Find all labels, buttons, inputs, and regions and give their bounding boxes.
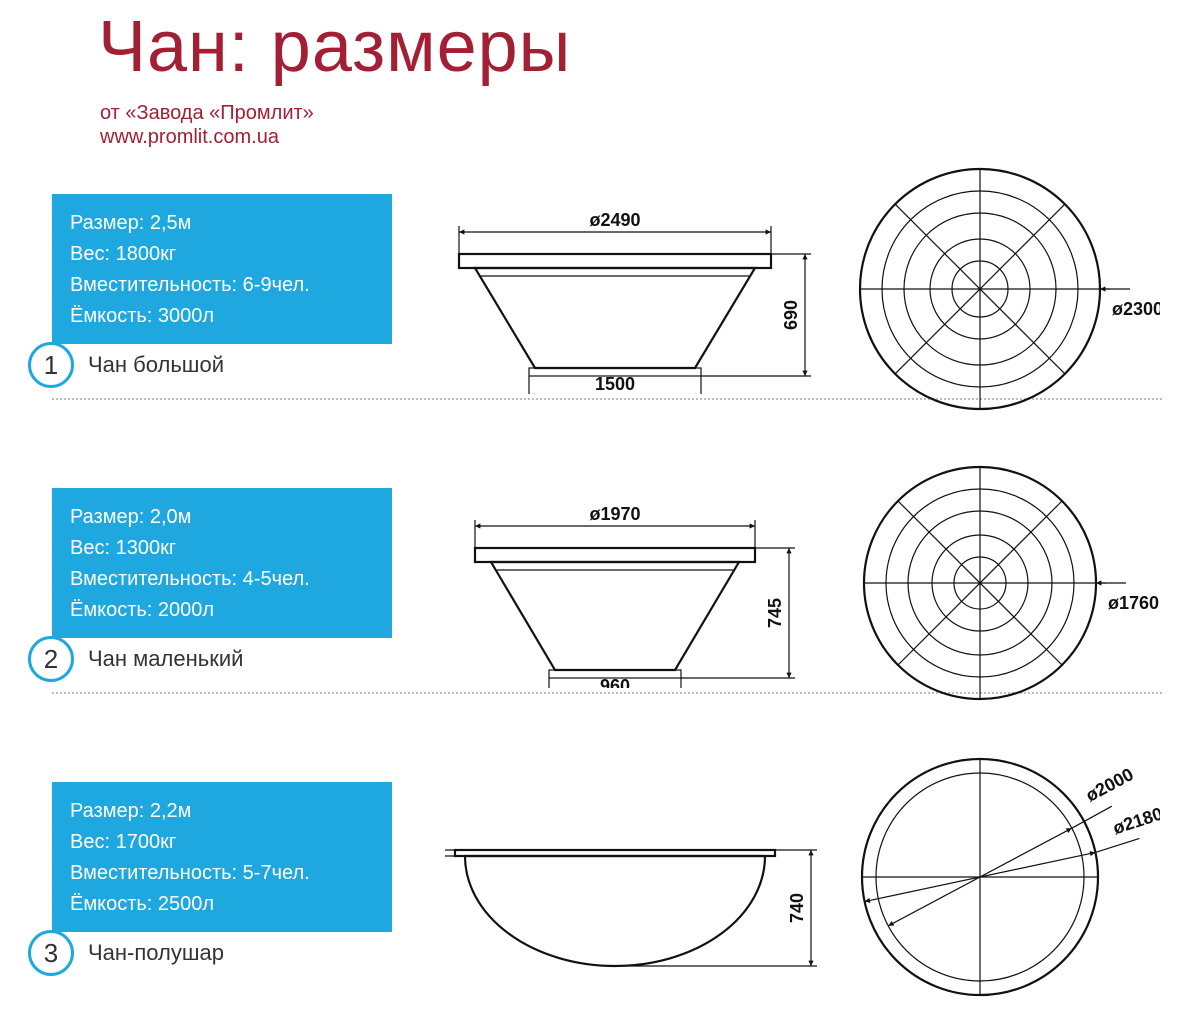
svg-text:690: 690 <box>781 300 801 330</box>
info-volume: Ёмкость: 3000л <box>70 301 374 332</box>
side-view-diagram: ø2490 1500 690 <box>445 184 825 394</box>
svg-text:1500: 1500 <box>595 374 635 394</box>
item-name: Чан большой <box>88 352 224 378</box>
svg-text:ø1760: ø1760 <box>1108 593 1159 613</box>
side-view-diagram: ø1970 960 745 <box>445 478 825 688</box>
info-size: Размер: 2,2м <box>70 796 374 827</box>
page-subtitle: от «Завода «Промлит» <box>100 100 314 126</box>
svg-text:ø2000: ø2000 <box>1082 764 1136 806</box>
info-box: Размер: 2,2мВес: 1700кгВместительность: … <box>52 782 392 932</box>
item-badge: 1 <box>28 342 74 388</box>
item-name: Чан-полушар <box>88 940 224 966</box>
side-view-diagram: 40740 <box>445 772 825 982</box>
page-title: Чан: размеры <box>98 6 571 88</box>
top-view-diagram: ø1760 <box>840 448 1160 708</box>
item-name: Чан маленький <box>88 646 243 672</box>
info-box: Размер: 2,5мВес: 1800кгВместительность: … <box>52 194 392 344</box>
svg-text:ø1970: ø1970 <box>589 504 640 524</box>
top-view-diagram: ø2300 <box>840 154 1160 414</box>
info-size: Размер: 2,0м <box>70 502 374 533</box>
item-row: Размер: 2,0мВес: 1300кгВместительность: … <box>0 478 1200 708</box>
top-view-diagram: ø2000ø2180 <box>840 742 1160 1002</box>
item-badge: 3 <box>28 930 74 976</box>
svg-text:740: 740 <box>787 893 807 923</box>
item-row: Размер: 2,5мВес: 1800кгВместительность: … <box>0 184 1200 414</box>
info-size: Размер: 2,5м <box>70 208 374 239</box>
svg-text:745: 745 <box>765 598 785 628</box>
info-people: Вместительность: 6-9чел. <box>70 270 374 301</box>
svg-text:960: 960 <box>600 676 630 688</box>
info-people: Вместительность: 4-5чел. <box>70 564 374 595</box>
item-row: Размер: 2,2мВес: 1700кгВместительность: … <box>0 772 1200 1002</box>
svg-text:ø2490: ø2490 <box>589 210 640 230</box>
info-weight: Вес: 1800кг <box>70 239 374 270</box>
svg-text:ø2300: ø2300 <box>1112 299 1160 319</box>
info-people: Вместительность: 5-7чел. <box>70 858 374 889</box>
info-weight: Вес: 1300кг <box>70 533 374 564</box>
item-badge: 2 <box>28 636 74 682</box>
info-box: Размер: 2,0мВес: 1300кгВместительность: … <box>52 488 392 638</box>
info-volume: Ёмкость: 2500л <box>70 889 374 920</box>
page-url: www.promlit.com.ua <box>100 126 279 149</box>
svg-text:ø2180: ø2180 <box>1110 803 1160 838</box>
info-volume: Ёмкость: 2000л <box>70 595 374 626</box>
info-weight: Вес: 1700кг <box>70 827 374 858</box>
